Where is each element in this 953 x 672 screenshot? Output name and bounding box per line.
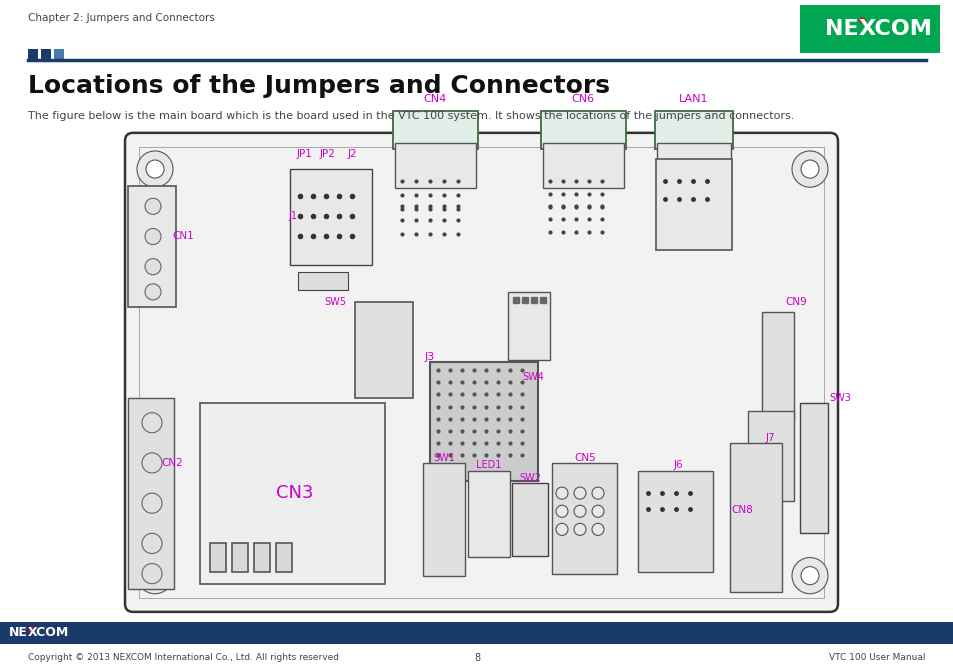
Circle shape xyxy=(145,259,161,275)
Text: LAN1: LAN1 xyxy=(679,93,708,103)
Bar xyxy=(729,443,781,592)
Text: XCOM: XCOM xyxy=(858,19,932,39)
Circle shape xyxy=(556,505,567,517)
Bar xyxy=(139,147,823,598)
Bar xyxy=(552,463,617,574)
Bar xyxy=(54,49,64,61)
Text: JP2: JP2 xyxy=(319,149,335,159)
Bar xyxy=(275,544,292,572)
Bar xyxy=(395,143,476,188)
Bar xyxy=(657,143,730,188)
Circle shape xyxy=(137,151,172,187)
Circle shape xyxy=(145,228,161,245)
Text: SW5: SW5 xyxy=(324,297,346,307)
Text: NE: NE xyxy=(10,626,28,639)
Bar xyxy=(355,302,413,398)
Text: CN6: CN6 xyxy=(571,93,594,103)
Bar xyxy=(656,159,731,249)
Text: CN5: CN5 xyxy=(574,453,596,463)
Circle shape xyxy=(142,534,162,554)
Text: CN9: CN9 xyxy=(784,297,806,307)
Bar xyxy=(210,544,226,572)
Bar xyxy=(507,292,550,360)
Text: CN2: CN2 xyxy=(161,458,183,468)
Bar xyxy=(540,111,625,149)
Text: 8: 8 xyxy=(474,653,479,663)
Text: CN3: CN3 xyxy=(276,484,314,502)
Circle shape xyxy=(137,558,172,594)
Bar xyxy=(800,5,939,53)
Bar xyxy=(290,169,372,265)
Circle shape xyxy=(592,487,603,499)
Text: CN4: CN4 xyxy=(423,93,446,103)
Bar xyxy=(638,471,712,572)
Bar xyxy=(393,111,477,149)
Text: SW3: SW3 xyxy=(828,392,850,403)
Circle shape xyxy=(574,487,585,499)
Circle shape xyxy=(146,160,164,178)
Text: Chapter 2: Jumpers and Connectors: Chapter 2: Jumpers and Connectors xyxy=(28,13,214,23)
Bar xyxy=(800,403,827,534)
Text: SW4: SW4 xyxy=(521,372,543,382)
Bar xyxy=(128,398,173,589)
Text: Copyright © 2013 NEXCOM International Co., Ltd. All rights reserved: Copyright © 2013 NEXCOM International Co… xyxy=(28,653,338,663)
Text: J6: J6 xyxy=(673,460,682,470)
Text: SW1: SW1 xyxy=(433,453,455,463)
Circle shape xyxy=(556,487,567,499)
Bar xyxy=(128,186,175,307)
Circle shape xyxy=(592,505,603,517)
Circle shape xyxy=(574,523,585,536)
Circle shape xyxy=(145,284,161,300)
Circle shape xyxy=(146,566,164,585)
Circle shape xyxy=(142,493,162,513)
Bar xyxy=(430,362,537,481)
Circle shape xyxy=(801,160,818,178)
Text: J7: J7 xyxy=(764,433,774,443)
Circle shape xyxy=(801,566,818,585)
Bar xyxy=(28,49,38,61)
Circle shape xyxy=(142,413,162,433)
Bar xyxy=(761,312,793,421)
Circle shape xyxy=(145,198,161,214)
FancyBboxPatch shape xyxy=(125,133,837,612)
Text: JP1: JP1 xyxy=(296,149,313,159)
Text: SW2: SW2 xyxy=(518,473,540,483)
Bar xyxy=(200,403,385,584)
Text: J2: J2 xyxy=(347,149,356,159)
Text: J1: J1 xyxy=(288,212,297,221)
Circle shape xyxy=(791,151,827,187)
Circle shape xyxy=(142,453,162,473)
Bar xyxy=(422,463,464,576)
Text: J3: J3 xyxy=(424,352,435,362)
Circle shape xyxy=(592,523,603,536)
Text: CN8: CN8 xyxy=(730,505,752,515)
Bar xyxy=(512,483,547,556)
Bar xyxy=(297,271,348,290)
Bar xyxy=(253,544,270,572)
Text: NE: NE xyxy=(824,19,858,39)
Bar xyxy=(747,411,793,501)
Circle shape xyxy=(791,558,827,594)
Text: LED1: LED1 xyxy=(476,460,501,470)
Bar xyxy=(468,471,510,556)
Text: VTC 100 User Manual: VTC 100 User Manual xyxy=(828,653,925,663)
Text: CN1: CN1 xyxy=(172,231,193,241)
Circle shape xyxy=(142,564,162,584)
Bar xyxy=(41,49,51,61)
Bar xyxy=(542,143,623,188)
Circle shape xyxy=(556,523,567,536)
Text: The figure below is the main board which is the board used in the VTC 100 system: The figure below is the main board which… xyxy=(28,111,794,121)
Text: XCOM: XCOM xyxy=(28,626,70,639)
Bar xyxy=(655,111,732,149)
Circle shape xyxy=(574,505,585,517)
Bar xyxy=(232,544,248,572)
Bar xyxy=(0,622,953,644)
Text: Locations of the Jumpers and Connectors: Locations of the Jumpers and Connectors xyxy=(28,73,609,97)
